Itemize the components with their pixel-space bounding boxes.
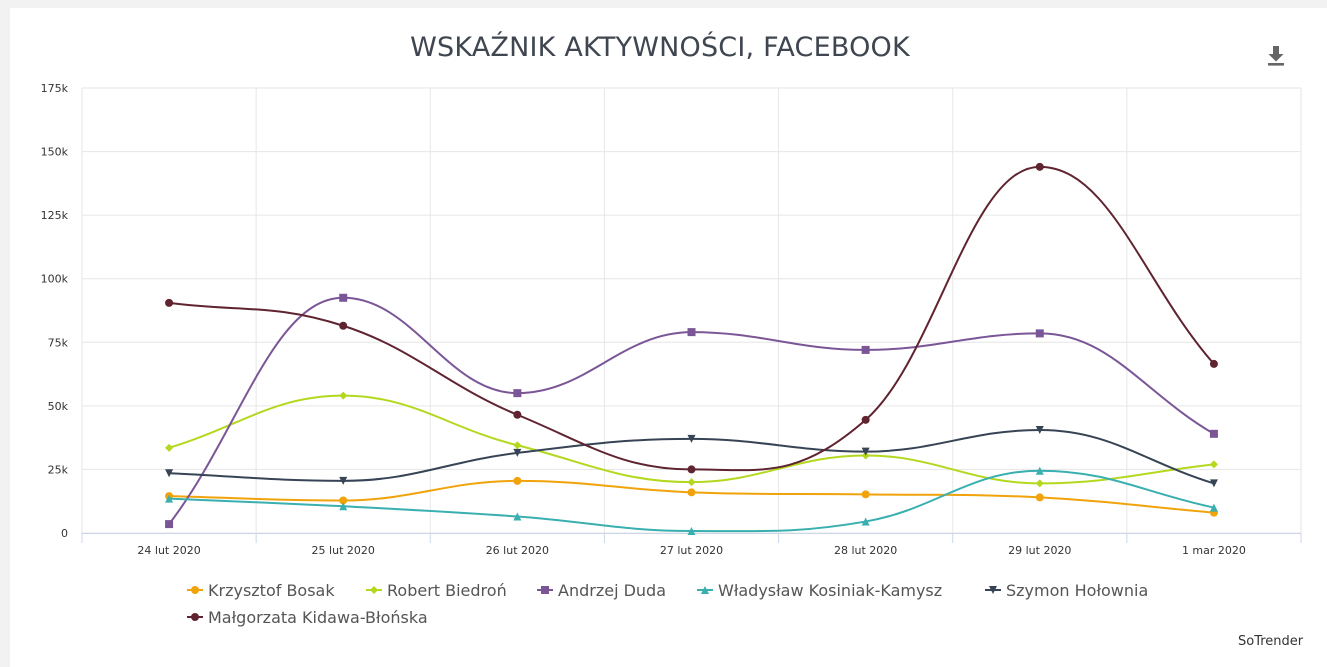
- data-point[interactable]: [687, 526, 696, 535]
- legend-label: Małgorzata Kidawa-Błońska: [208, 607, 428, 627]
- x-tick-label: 1 mar 2020: [1182, 544, 1246, 557]
- data-point[interactable]: [687, 434, 696, 443]
- download-button[interactable]: [1264, 42, 1288, 68]
- data-point[interactable]: [1209, 479, 1218, 488]
- data-point[interactable]: [861, 517, 870, 526]
- y-tick-label: 25k: [48, 463, 69, 476]
- data-point[interactable]: [165, 298, 174, 307]
- legend-item[interactable]: Andrzej Duda: [536, 578, 666, 602]
- data-point[interactable]: [861, 447, 870, 456]
- y-tick-label: 75k: [48, 336, 69, 349]
- data-point[interactable]: [165, 443, 174, 452]
- data-point[interactable]: [513, 441, 522, 450]
- data-point[interactable]: [513, 512, 522, 521]
- data-point[interactable]: [513, 410, 522, 419]
- data-point[interactable]: [1209, 359, 1218, 368]
- x-tick-label: 24 lut 2020: [137, 544, 200, 557]
- x-tick-label: 26 lut 2020: [486, 544, 549, 557]
- data-point[interactable]: [1035, 479, 1044, 488]
- y-tick-label: 175k: [41, 82, 69, 95]
- y-tick-label: 150k: [41, 146, 69, 159]
- x-tick-label: 27 lut 2020: [660, 544, 723, 557]
- series-2: [165, 293, 1218, 529]
- data-point[interactable]: [339, 496, 348, 505]
- data-point[interactable]: [1209, 429, 1218, 438]
- x-tick-label: 25 lut 2020: [312, 544, 375, 557]
- data-point[interactable]: [1209, 460, 1218, 469]
- chart-card: [10, 8, 1327, 667]
- data-point[interactable]: [339, 293, 348, 302]
- series-3: [165, 466, 1218, 535]
- series-layer: [165, 162, 1218, 535]
- data-point[interactable]: [861, 415, 870, 424]
- legend-marker[interactable]: [541, 586, 549, 594]
- data-point[interactable]: [165, 469, 174, 478]
- legend-marker[interactable]: [701, 586, 709, 594]
- data-point[interactable]: [687, 465, 696, 474]
- legend-item[interactable]: Robert Biedroń: [365, 578, 507, 602]
- legend-marker[interactable]: [191, 586, 199, 594]
- data-point[interactable]: [339, 502, 348, 511]
- data-point[interactable]: [339, 476, 348, 485]
- data-point[interactable]: [1035, 493, 1044, 502]
- data-point[interactable]: [687, 488, 696, 497]
- data-point[interactable]: [165, 494, 174, 503]
- legend-label: Władysław Kosiniak-Kamysz: [718, 580, 943, 600]
- data-point[interactable]: [339, 391, 348, 400]
- data-point[interactable]: [861, 490, 870, 499]
- y-tick-label: 100k: [41, 273, 69, 286]
- data-point[interactable]: [165, 520, 174, 529]
- data-point[interactable]: [513, 476, 522, 485]
- credit-label: SoTrender: [1238, 634, 1304, 649]
- data-point[interactable]: [339, 321, 348, 330]
- legend-symbol: [187, 613, 203, 621]
- data-point[interactable]: [1035, 426, 1044, 435]
- series-1: [165, 391, 1218, 488]
- legend-item[interactable]: Szymon Hołownia: [984, 578, 1148, 602]
- y-tick-label: 125k: [41, 209, 69, 222]
- legend-symbol: [985, 586, 1001, 594]
- series-4: [165, 426, 1218, 488]
- legend-label: Szymon Hołownia: [1006, 580, 1149, 600]
- data-point[interactable]: [1035, 162, 1044, 171]
- legend-label: Andrzej Duda: [558, 580, 667, 600]
- x-tick-label: 28 lut 2020: [834, 544, 897, 557]
- legend-marker[interactable]: [191, 613, 199, 621]
- y-tick-label: 0: [61, 527, 68, 540]
- legend-item[interactable]: Krzysztof Bosak: [186, 578, 335, 602]
- data-point[interactable]: [861, 345, 870, 354]
- legend-marker[interactable]: [989, 586, 997, 594]
- data-point[interactable]: [1035, 466, 1044, 475]
- data-point[interactable]: [513, 389, 522, 398]
- legend-symbol: [187, 586, 203, 594]
- legend-symbol: [697, 586, 713, 594]
- legend-symbol: [366, 586, 382, 594]
- data-point[interactable]: [513, 448, 522, 457]
- download-icon: [1268, 46, 1284, 66]
- legend-symbol: [537, 586, 553, 594]
- legend-marker[interactable]: [370, 586, 378, 594]
- data-point[interactable]: [1209, 503, 1218, 512]
- x-tick-label: 29 lut 2020: [1008, 544, 1071, 557]
- series-5: [165, 162, 1218, 474]
- legend-label: Krzysztof Bosak: [208, 580, 335, 600]
- data-point[interactable]: [1035, 329, 1044, 338]
- legend-item[interactable]: Małgorzata Kidawa-Błońska: [186, 605, 428, 629]
- data-point[interactable]: [687, 478, 696, 487]
- y-tick-label: 50k: [48, 400, 69, 413]
- axes: 0 25k 50k 75k 100k 125k 150k 175k 24 lut 2020 25 …: [41, 82, 1302, 557]
- chart-title: WSKAŹNIK AKTYWNOŚCI, FACEBOOK: [410, 32, 910, 63]
- series-line: [168, 165, 1215, 472]
- legend-label: Robert Biedroń: [387, 580, 507, 600]
- data-point[interactable]: [687, 328, 696, 337]
- legend-item[interactable]: Władysław Kosiniak-Kamysz: [696, 578, 942, 602]
